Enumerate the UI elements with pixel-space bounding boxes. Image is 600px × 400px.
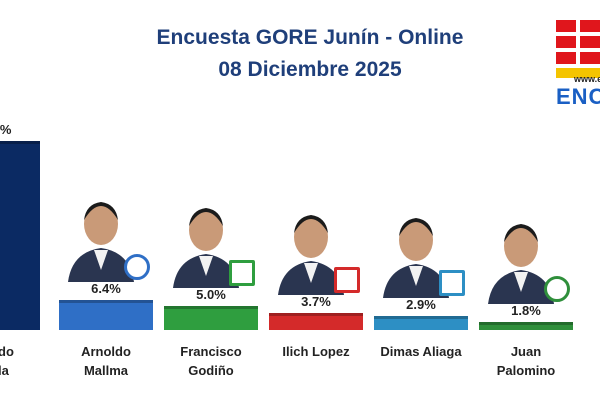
bar	[164, 306, 258, 330]
brand-logo	[556, 20, 600, 78]
value-label: 2.9%	[406, 297, 436, 313]
chart-title: Encuesta GORE Junín - Online	[156, 26, 464, 49]
x-tick-label: Juan Palomino	[496, 344, 556, 378]
x-tick-label: Francisco Godiño	[180, 344, 242, 378]
candidate-photo	[278, 214, 344, 295]
party-logo	[544, 275, 570, 302]
bar	[269, 312, 363, 330]
candidate-photo	[383, 218, 449, 299]
chart-subtitle: 08 Diciembre 2025	[218, 58, 402, 81]
x-tick-label: Arnoldo Mallma	[81, 344, 131, 378]
brand-url: www.en	[574, 74, 600, 84]
bar	[0, 141, 40, 330]
party-logo	[229, 260, 255, 287]
bar	[479, 321, 573, 330]
value-label: 1.8%	[511, 302, 541, 318]
value-label: 3.7%	[301, 293, 331, 309]
candidate-photo	[173, 208, 239, 289]
party-logo	[439, 270, 465, 297]
candidate-photo	[68, 201, 134, 282]
bar	[59, 299, 153, 330]
value-label: 6.4%	[91, 280, 121, 296]
value-label: 5.0%	[196, 287, 226, 303]
x-tick-label: do la	[0, 344, 14, 378]
party-logo	[124, 253, 150, 280]
candidate-photo	[488, 223, 554, 304]
brand: ENCU	[556, 84, 600, 109]
party-logo	[334, 266, 360, 293]
x-tick-label: Ilich Lopez	[282, 344, 350, 359]
x-tick-label: Dimas Aliaga	[380, 344, 462, 359]
value-label: 40.0%	[0, 122, 12, 138]
bar	[374, 316, 468, 330]
